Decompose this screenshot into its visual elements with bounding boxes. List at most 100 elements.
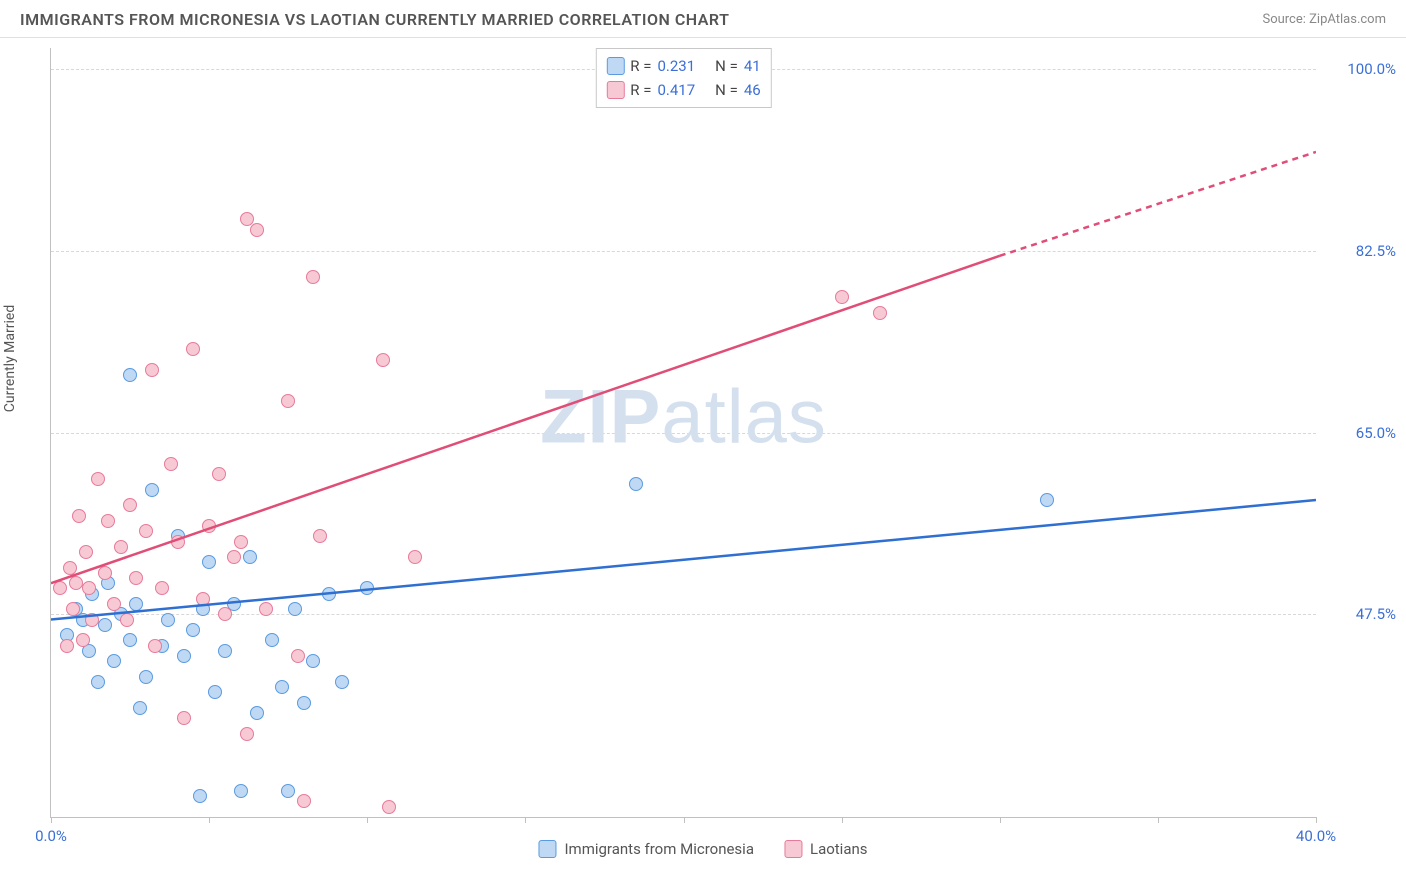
scatter-point-series1 (129, 597, 143, 611)
scatter-point-series1 (177, 649, 191, 663)
scatter-point-series1 (91, 675, 105, 689)
scatter-point-series2 (291, 649, 305, 663)
scatter-point-series2 (63, 561, 77, 575)
scatter-point-series2 (148, 639, 162, 653)
scatter-point-series2 (873, 306, 887, 320)
scatter-point-series2 (107, 597, 121, 611)
scatter-point-series2 (306, 270, 320, 284)
scatter-point-series2 (297, 794, 311, 808)
x-tick-label: 40.0% (1296, 827, 1336, 845)
y-tick-label: 100.0% (1326, 60, 1396, 78)
legend-label: Laotians (810, 840, 868, 858)
scatter-point-series1 (243, 550, 257, 564)
scatter-point-series2 (171, 535, 185, 549)
scatter-point-series1 (322, 587, 336, 601)
swatch-icon (784, 840, 802, 858)
scatter-point-series2 (91, 472, 105, 486)
scatter-point-series1 (139, 670, 153, 684)
scatter-point-series2 (139, 524, 153, 538)
scatter-point-series2 (382, 800, 396, 814)
n-value: 41 (744, 54, 761, 78)
chart-source: Source: ZipAtlas.com (1262, 12, 1386, 27)
scatter-point-series1 (202, 555, 216, 569)
scatter-point-series2 (72, 509, 86, 523)
scatter-point-series2 (202, 519, 216, 533)
scatter-point-series1 (218, 644, 232, 658)
scatter-point-series2 (76, 633, 90, 647)
watermark: ZIPatlas (540, 374, 827, 461)
scatter-point-series2 (227, 550, 241, 564)
scatter-point-series1 (98, 618, 112, 632)
y-axis-label: Currently Married (2, 305, 18, 412)
legend-row-series1: R = 0.231 N = 41 (606, 54, 760, 78)
x-tick-mark (525, 817, 526, 823)
x-tick-mark (1158, 817, 1159, 823)
scatter-point-series1 (186, 623, 200, 637)
chart-area: Currently Married ZIPatlas R = 0.231 N =… (0, 38, 1406, 878)
scatter-point-series2 (240, 727, 254, 741)
gridline (51, 614, 1316, 615)
scatter-point-series2 (85, 613, 99, 627)
chart-title: IMMIGRANTS FROM MICRONESIA VS LAOTIAN CU… (20, 10, 729, 29)
scatter-point-series1 (161, 613, 175, 627)
x-tick-mark (209, 817, 210, 823)
legend-row-series2: R = 0.417 N = 46 (606, 78, 760, 102)
scatter-point-series2 (155, 581, 169, 595)
n-label: N = (715, 78, 738, 102)
scatter-point-series2 (82, 581, 96, 595)
x-tick-mark (842, 817, 843, 823)
scatter-point-series2 (66, 602, 80, 616)
scatter-point-series1 (208, 685, 222, 699)
scatter-point-series1 (145, 483, 159, 497)
r-value: 0.417 (657, 78, 695, 102)
chart-header: IMMIGRANTS FROM MICRONESIA VS LAOTIAN CU… (0, 0, 1406, 38)
scatter-point-series2 (60, 639, 74, 653)
r-label: R = (630, 78, 651, 102)
swatch-icon (606, 57, 624, 75)
scatter-point-series2 (376, 353, 390, 367)
swatch-icon (538, 840, 556, 858)
x-tick-mark (1000, 817, 1001, 823)
scatter-point-series2 (101, 514, 115, 528)
scatter-point-series2 (218, 607, 232, 621)
scatter-point-series1 (123, 633, 137, 647)
x-tick-mark (51, 817, 52, 823)
scatter-point-series2 (196, 592, 210, 606)
x-tick-mark (684, 817, 685, 823)
plot-area: ZIPatlas R = 0.231 N = 41 R = 0.417 N = … (50, 48, 1316, 818)
scatter-point-series1 (1040, 493, 1054, 507)
scatter-point-series2 (164, 457, 178, 471)
gridline (51, 433, 1316, 434)
scatter-point-series2 (250, 223, 264, 237)
scatter-point-series2 (234, 535, 248, 549)
scatter-point-series2 (835, 290, 849, 304)
legend-correlation: R = 0.231 N = 41 R = 0.417 N = 46 (595, 48, 771, 108)
scatter-point-series1 (629, 477, 643, 491)
x-tick-label: 0.0% (35, 827, 67, 845)
legend-item-series1: Immigrants from Micronesia (538, 840, 754, 858)
scatter-point-series1 (275, 680, 289, 694)
scatter-point-series2 (98, 566, 112, 580)
scatter-point-series2 (281, 394, 295, 408)
legend-item-series2: Laotians (784, 840, 868, 858)
y-tick-label: 47.5% (1326, 605, 1396, 623)
r-value: 0.231 (657, 54, 695, 78)
scatter-point-series1 (360, 581, 374, 595)
x-tick-mark (367, 817, 368, 823)
scatter-point-series2 (79, 545, 93, 559)
legend-label: Immigrants from Micronesia (564, 840, 754, 858)
scatter-point-series2 (186, 342, 200, 356)
swatch-icon (606, 81, 624, 99)
scatter-point-series2 (145, 363, 159, 377)
scatter-point-series1 (265, 633, 279, 647)
scatter-point-series2 (259, 602, 273, 616)
scatter-point-series1 (250, 706, 264, 720)
r-label: R = (630, 54, 651, 78)
legend-series: Immigrants from Micronesia Laotians (538, 840, 867, 858)
scatter-point-series1 (288, 602, 302, 616)
scatter-point-series2 (177, 711, 191, 725)
scatter-point-series1 (306, 654, 320, 668)
scatter-point-series1 (234, 784, 248, 798)
scatter-point-series2 (408, 550, 422, 564)
scatter-point-series1 (107, 654, 121, 668)
